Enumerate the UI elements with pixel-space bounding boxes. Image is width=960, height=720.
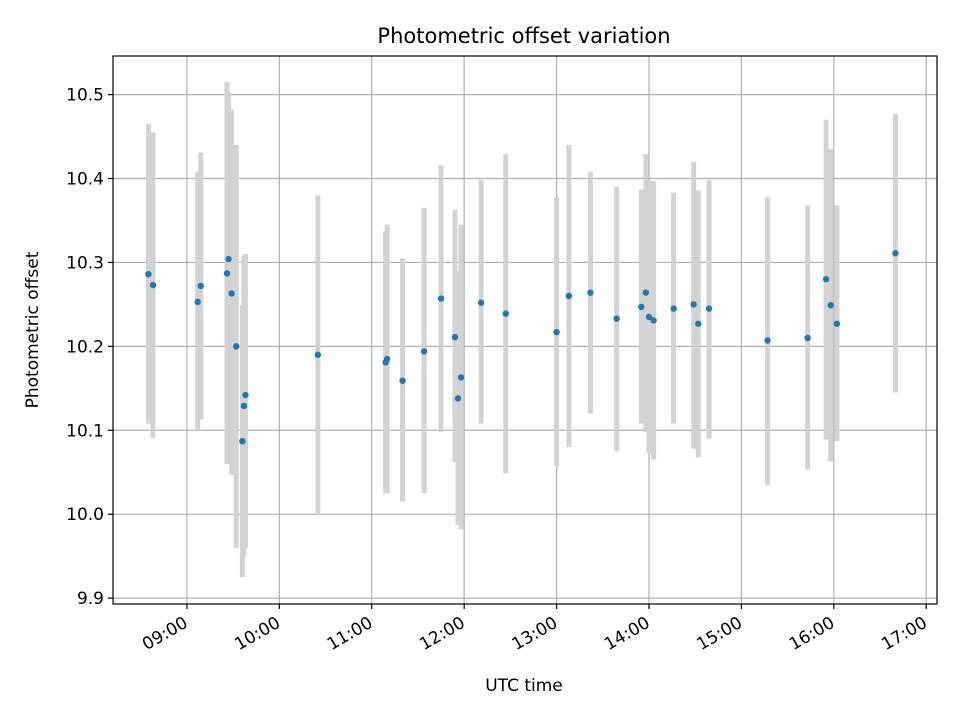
data-point [642,289,650,296]
y-axis: 9.9 10.0 10.1 10.2 10.3 10.4 10.5 [66,86,113,609]
y-tick-label: 9.9 [77,589,104,609]
data-point [638,303,645,311]
data-point [437,295,445,302]
data-points [145,250,899,445]
data-point [477,299,485,306]
data-point [223,270,231,277]
y-axis-label: Photometric offset [23,251,43,408]
y-tick-label: 10.3 [66,253,104,273]
data-point [228,290,235,297]
data-point [695,320,702,327]
chart-title: Photometric offset variation [377,24,670,48]
data-point [383,355,391,363]
data-point [420,348,428,355]
data-point [613,315,620,322]
data-point [239,437,246,445]
data-point [822,276,830,283]
data-point [764,337,771,344]
data-point [650,317,657,324]
data-point [225,255,232,263]
data-point [565,292,573,300]
data-point [194,298,201,306]
data-point [892,250,899,257]
data-point [670,305,677,312]
data-point [705,305,713,312]
y-tick-label: 10.4 [66,170,104,190]
data-point [587,289,594,296]
y-tick-label: 10.5 [66,86,104,106]
data-point [833,320,841,327]
plot-frame [112,55,938,605]
y-tick-label: 10.2 [66,337,104,357]
data-point [197,282,204,290]
data-point [240,402,248,410]
data-point [149,281,157,289]
data-point [451,333,459,341]
data-point [457,374,465,381]
data-point [145,270,152,278]
x-axis-label: UTC time [485,676,563,696]
y-tick-label: 10.1 [66,421,104,441]
data-point [242,391,249,399]
data-point [827,302,834,309]
data-point [553,328,560,336]
data-point [804,334,811,342]
data-point [233,343,240,350]
grid [113,56,937,604]
y-tick-label: 10.0 [66,505,104,525]
data-point [690,301,697,308]
data-point [399,377,406,384]
data-point [502,310,509,317]
data-point [645,313,653,321]
data-point [314,351,322,358]
data-point [454,395,462,402]
